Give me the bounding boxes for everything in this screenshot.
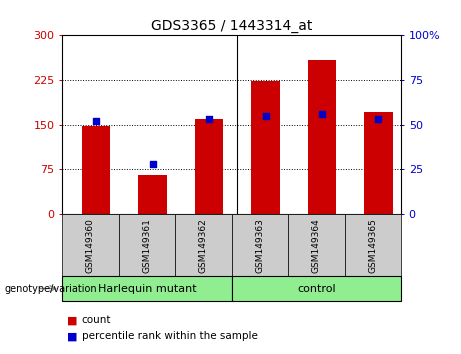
Text: GSM149362: GSM149362 bbox=[199, 218, 208, 273]
Text: count: count bbox=[82, 315, 111, 325]
Bar bbox=[195, 119, 223, 214]
Text: GSM149364: GSM149364 bbox=[312, 218, 321, 273]
Point bbox=[318, 111, 325, 117]
Text: control: control bbox=[297, 284, 336, 293]
Bar bbox=[82, 126, 110, 214]
Point bbox=[92, 118, 100, 124]
Text: GSM149361: GSM149361 bbox=[142, 218, 152, 273]
Text: GSM149363: GSM149363 bbox=[255, 218, 265, 273]
Text: GSM149365: GSM149365 bbox=[368, 218, 378, 273]
Text: Harlequin mutant: Harlequin mutant bbox=[98, 284, 196, 293]
Bar bbox=[308, 61, 336, 214]
Text: percentile rank within the sample: percentile rank within the sample bbox=[82, 331, 258, 341]
Bar bbox=[251, 81, 280, 214]
Text: ■: ■ bbox=[67, 315, 77, 325]
Bar bbox=[364, 112, 393, 214]
Title: GDS3365 / 1443314_at: GDS3365 / 1443314_at bbox=[151, 19, 313, 33]
Point bbox=[375, 116, 382, 122]
Text: GSM149360: GSM149360 bbox=[86, 218, 95, 273]
Point bbox=[206, 116, 213, 122]
Bar bbox=[138, 176, 167, 214]
Point bbox=[262, 113, 269, 119]
Text: genotype/variation: genotype/variation bbox=[5, 284, 97, 293]
Point bbox=[149, 161, 156, 167]
Text: ■: ■ bbox=[67, 331, 77, 341]
